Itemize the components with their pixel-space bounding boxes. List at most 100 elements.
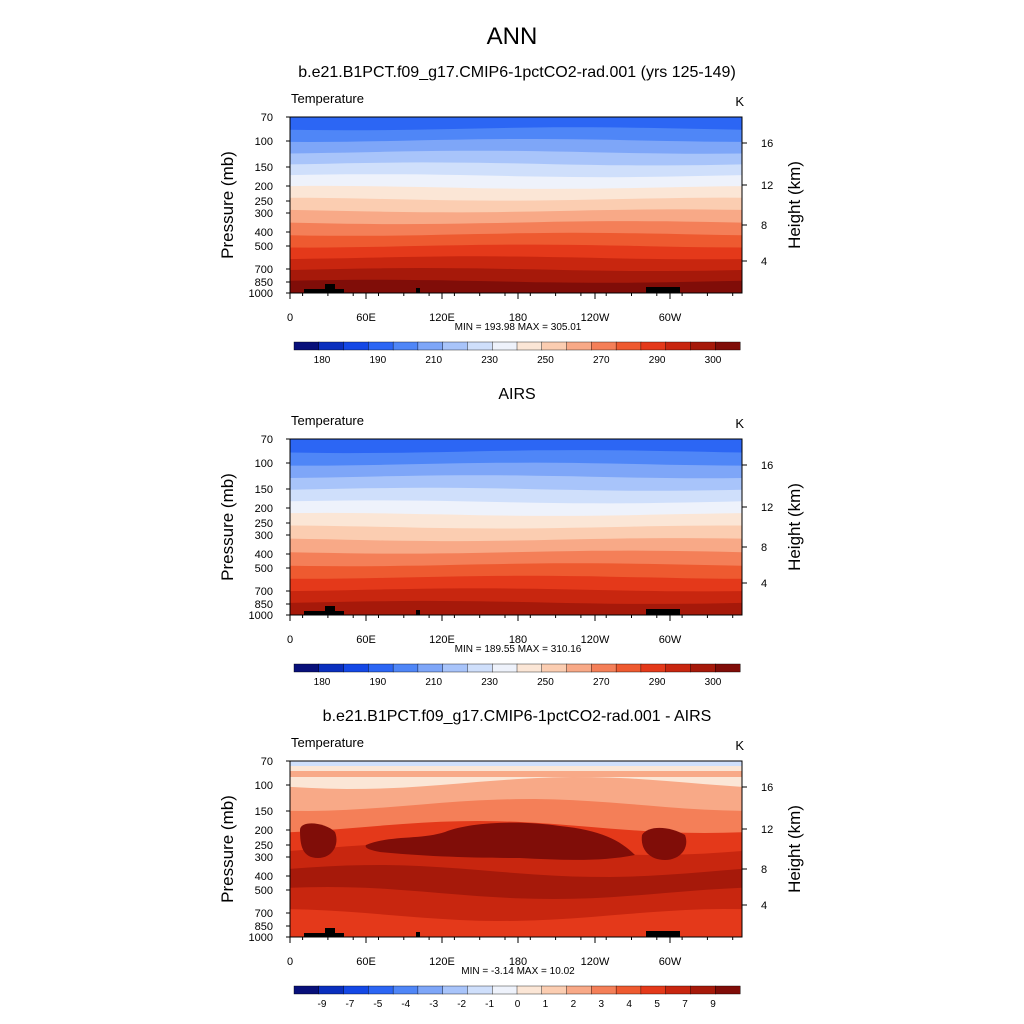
x-tick-label: 120W — [581, 634, 610, 646]
topography-mask — [416, 932, 420, 937]
unit-label: K — [735, 416, 744, 431]
colorbar-swatch — [492, 341, 518, 351]
y-tick-label: 700 — [255, 908, 273, 920]
colorbar-label: 1 — [543, 999, 549, 1010]
y-right-axis-label: Height (km) — [785, 483, 804, 571]
colorbar-swatch — [368, 985, 394, 995]
chart-title: b.e21.B1PCT.f09_g17.CMIP6-1pctCO2-rad.00… — [298, 64, 736, 81]
colorbar-swatch — [417, 663, 444, 673]
colorbar-swatch — [492, 985, 518, 995]
colorbar-swatch — [640, 341, 667, 351]
y-tick-label: 100 — [255, 458, 273, 470]
colorbar-label: 250 — [537, 355, 554, 366]
colorbar-swatch — [541, 985, 568, 995]
colorbar-swatch — [615, 985, 642, 995]
colorbar-label: 290 — [649, 355, 666, 366]
colorbar: 180 190 210 230 250 270 290 300 — [293, 341, 741, 366]
colorbar-swatch — [715, 985, 741, 995]
x-tick-label: 120E — [429, 634, 455, 646]
topography-mask — [304, 289, 344, 293]
colorbar-swatch — [492, 663, 518, 673]
x-tick-label: 120W — [581, 312, 610, 324]
y-tick-label: 500 — [255, 563, 273, 575]
colorbar-swatch — [417, 985, 444, 995]
y-right-tick-label: 4 — [761, 256, 767, 268]
plot-frame — [289, 116, 743, 294]
y-tick-label: 850 — [255, 277, 273, 289]
colorbar-swatch — [318, 341, 345, 351]
chart-panel-1: b.e21.B1PCT.f09_g17.CMIP6-1pctCO2-rad.00… — [218, 64, 804, 366]
topography-mask — [325, 606, 335, 615]
y-tick-label: 150 — [255, 806, 273, 818]
panels: b.e21.B1PCT.f09_g17.CMIP6-1pctCO2-rad.00… — [218, 64, 804, 1010]
main-title: ANN — [487, 23, 538, 50]
colorbar-swatch — [690, 663, 716, 673]
topography-mask — [325, 284, 335, 293]
colorbar-swatch — [541, 663, 568, 673]
chart-title: b.e21.B1PCT.f09_g17.CMIP6-1pctCO2-rad.00… — [323, 708, 712, 725]
colorbar-swatch — [392, 341, 419, 351]
colorbar-label: 270 — [593, 677, 610, 688]
colorbar-swatch — [417, 341, 444, 351]
colorbar-label: 300 — [705, 677, 722, 688]
colorbar-label: 5 — [654, 999, 660, 1010]
topography-mask — [646, 931, 680, 937]
x-tick-label: 0 — [287, 312, 293, 324]
unit-label: K — [735, 738, 744, 753]
colorbar-swatch — [690, 341, 716, 351]
colorbar-swatch — [318, 985, 345, 995]
colorbar-swatch — [516, 985, 543, 995]
warm-anomaly-blob — [300, 823, 337, 858]
y-axis-label: Pressure (mb) — [218, 795, 237, 903]
x-tick-label: 60W — [659, 634, 682, 646]
colorbar-swatch — [591, 663, 617, 673]
colorbar: 180 190 210 230 250 270 290 300 — [293, 663, 741, 688]
colorbar-label: -1 — [485, 999, 494, 1010]
y-tick-label: 400 — [255, 871, 273, 883]
y-tick-label: 200 — [255, 181, 273, 193]
y-tick-label: 100 — [255, 780, 273, 792]
y-tick-label: 70 — [261, 434, 273, 446]
topography-mask — [646, 287, 680, 293]
y-tick-label: 1000 — [249, 932, 273, 944]
y-tick-label: 850 — [255, 921, 273, 933]
x-tick-label: 0 — [287, 956, 293, 968]
variable-label: Temperature — [291, 413, 364, 428]
y-right-tick-label: 12 — [761, 502, 773, 514]
x-tick-label: 180 — [509, 312, 527, 324]
chart-panel-3: b.e21.B1PCT.f09_g17.CMIP6-1pctCO2-rad.00… — [218, 708, 804, 1010]
colorbar-label: 7 — [682, 999, 688, 1010]
y-tick-label: 200 — [255, 503, 273, 515]
y-tick-label: 400 — [255, 227, 273, 239]
colorbar-swatch — [615, 341, 642, 351]
colorbar-label: 0 — [515, 999, 521, 1010]
colorbar-swatch — [392, 985, 419, 995]
colorbar-label: 270 — [593, 355, 610, 366]
y-right-tick-label: 4 — [761, 900, 767, 912]
y-right-axis-label: Height (km) — [785, 805, 804, 893]
y-tick-label: 400 — [255, 549, 273, 561]
colorbar-swatch — [442, 985, 468, 995]
y-right-tick-label: 12 — [761, 824, 773, 836]
y-right-tick-label: 8 — [761, 220, 767, 232]
colorbar-swatch — [343, 985, 369, 995]
colorbar-swatch — [368, 663, 394, 673]
y-tick-label: 700 — [255, 586, 273, 598]
y-tick-label: 150 — [255, 484, 273, 496]
y-tick-label: 500 — [255, 885, 273, 897]
colorbar-swatch — [665, 985, 691, 995]
colorbar-swatch — [392, 663, 419, 673]
colorbar-label: -9 — [318, 999, 327, 1010]
colorbar-swatch — [442, 663, 468, 673]
colorbar-label: 190 — [370, 677, 387, 688]
colorbar-swatch — [640, 985, 667, 995]
variable-label: Temperature — [291, 735, 364, 750]
variable-label: Temperature — [291, 91, 364, 106]
colorbar-swatch — [615, 663, 642, 673]
colorbar-label: 4 — [626, 999, 632, 1010]
colorbar-label: 2 — [571, 999, 577, 1010]
colorbar-swatch — [343, 663, 369, 673]
y-right-tick-label: 8 — [761, 864, 767, 876]
